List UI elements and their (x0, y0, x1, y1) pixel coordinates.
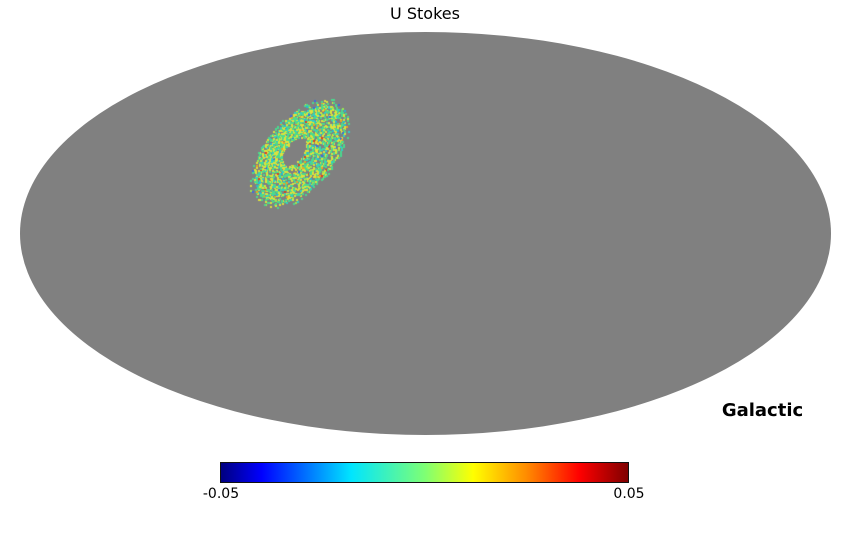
coordinate-system-label: Galactic (721, 400, 804, 421)
colorbar-min-label: -0.05 (202, 486, 240, 502)
mollweide-map-ellipse (20, 32, 831, 435)
observed-patch-canvas (233, 83, 373, 225)
colorbar (220, 462, 629, 483)
colorbar-max-label: 0.05 (613, 486, 645, 502)
plot-title: U Stokes (390, 4, 460, 23)
